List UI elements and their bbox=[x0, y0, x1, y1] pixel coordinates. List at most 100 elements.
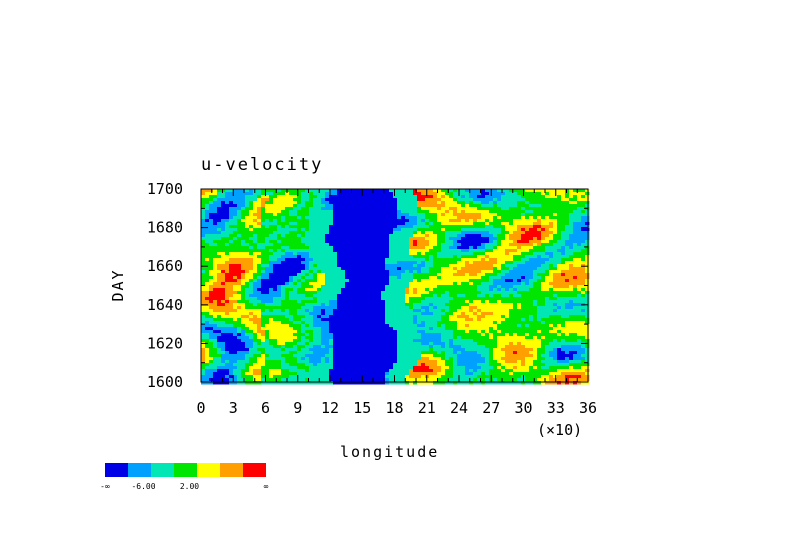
heatmap-cell bbox=[365, 297, 370, 301]
heatmap-cell bbox=[245, 192, 250, 196]
heatmap-cell bbox=[317, 303, 322, 307]
heatmap-cell bbox=[413, 264, 418, 268]
heatmap-cell bbox=[417, 297, 422, 301]
heatmap-cell bbox=[533, 327, 538, 331]
heatmap-cell bbox=[277, 210, 282, 214]
heatmap-cell bbox=[377, 282, 382, 286]
heatmap-cell bbox=[345, 303, 350, 307]
heatmap-cell bbox=[425, 297, 430, 301]
heatmap-cell bbox=[217, 312, 222, 316]
heatmap-cell bbox=[537, 234, 542, 238]
heatmap-cell bbox=[205, 261, 210, 265]
heatmap-cell bbox=[437, 318, 442, 322]
heatmap-cell bbox=[225, 333, 230, 337]
heatmap-cell bbox=[493, 225, 498, 229]
heatmap-cell bbox=[533, 330, 538, 334]
heatmap-cell bbox=[429, 306, 434, 310]
heatmap-cell bbox=[233, 288, 238, 292]
heatmap-cell bbox=[393, 195, 398, 199]
heatmap-cell bbox=[577, 246, 582, 250]
heatmap-cell bbox=[373, 306, 378, 310]
heatmap-cell bbox=[365, 261, 370, 265]
heatmap-cell bbox=[497, 297, 502, 301]
heatmap-cell bbox=[485, 210, 490, 214]
heatmap-cell bbox=[369, 264, 374, 268]
heatmap-cell bbox=[505, 234, 510, 238]
heatmap-cell bbox=[525, 240, 530, 244]
heatmap-cell bbox=[565, 297, 570, 301]
heatmap-cell bbox=[413, 261, 418, 265]
heatmap-cell bbox=[369, 342, 374, 346]
heatmap-cell bbox=[329, 273, 334, 277]
heatmap-cell bbox=[489, 294, 494, 298]
heatmap-cell bbox=[433, 201, 438, 205]
heatmap-cell bbox=[309, 276, 314, 280]
heatmap-cell bbox=[545, 276, 550, 280]
heatmap-cell bbox=[357, 240, 362, 244]
heatmap-cell bbox=[521, 195, 526, 199]
heatmap-cell bbox=[465, 276, 470, 280]
heatmap-cell bbox=[537, 219, 542, 223]
heatmap-cell bbox=[337, 327, 342, 331]
heatmap-cell bbox=[217, 222, 222, 226]
heatmap-cell bbox=[361, 243, 366, 247]
heatmap-cell bbox=[581, 330, 586, 334]
heatmap-cell bbox=[209, 222, 214, 226]
heatmap-cell bbox=[385, 303, 390, 307]
heatmap-cell bbox=[213, 339, 218, 343]
heatmap-cell bbox=[401, 249, 406, 253]
heatmap-cell bbox=[357, 288, 362, 292]
heatmap-cell bbox=[521, 240, 526, 244]
heatmap-cell bbox=[413, 315, 418, 319]
heatmap-cell bbox=[385, 210, 390, 214]
heatmap-cell bbox=[521, 228, 526, 232]
heatmap-cell bbox=[353, 321, 358, 325]
heatmap-cell bbox=[305, 258, 310, 262]
heatmap-cell bbox=[417, 315, 422, 319]
heatmap-cell bbox=[569, 207, 574, 211]
heatmap-cell bbox=[253, 246, 258, 250]
heatmap-cell bbox=[309, 216, 314, 220]
heatmap-cell bbox=[469, 312, 474, 316]
heatmap-cell bbox=[261, 273, 266, 277]
heatmap-cell bbox=[517, 288, 522, 292]
heatmap-cell bbox=[573, 210, 578, 214]
heatmap-cell bbox=[421, 228, 426, 232]
heatmap-cell bbox=[261, 216, 266, 220]
heatmap-cell bbox=[405, 273, 410, 277]
heatmap-cell bbox=[333, 285, 338, 289]
heatmap-cell bbox=[381, 240, 386, 244]
heatmap-cell bbox=[581, 210, 586, 214]
heatmap-cell bbox=[341, 222, 346, 226]
heatmap-cell bbox=[489, 279, 494, 283]
heatmap-cell bbox=[325, 237, 330, 241]
heatmap-cell bbox=[325, 201, 330, 205]
heatmap-cell bbox=[513, 219, 518, 223]
heatmap-cell bbox=[569, 282, 574, 286]
heatmap-cell bbox=[413, 306, 418, 310]
heatmap-cell bbox=[269, 237, 274, 241]
heatmap-cell bbox=[529, 252, 534, 256]
heatmap-cell bbox=[217, 207, 222, 211]
heatmap-cell bbox=[385, 327, 390, 331]
heatmap-cell bbox=[281, 342, 286, 346]
heatmap-cell bbox=[309, 291, 314, 295]
heatmap-cell bbox=[509, 270, 514, 274]
heatmap-cell bbox=[557, 255, 562, 259]
heatmap-cell bbox=[265, 312, 270, 316]
heatmap-cell bbox=[505, 201, 510, 205]
heatmap-cell bbox=[381, 201, 386, 205]
heatmap-cell bbox=[357, 279, 362, 283]
heatmap-cell bbox=[285, 288, 290, 292]
heatmap-cell bbox=[501, 219, 506, 223]
heatmap-cell bbox=[365, 237, 370, 241]
heatmap-cell bbox=[449, 207, 454, 211]
heatmap-cell bbox=[513, 252, 518, 256]
heatmap-cell bbox=[381, 312, 386, 316]
heatmap-cell bbox=[505, 207, 510, 211]
heatmap-cell bbox=[361, 237, 366, 241]
heatmap-cell bbox=[517, 255, 522, 259]
heatmap-cell bbox=[321, 198, 326, 202]
heatmap-cell bbox=[493, 339, 498, 343]
heatmap-cell bbox=[325, 189, 330, 193]
